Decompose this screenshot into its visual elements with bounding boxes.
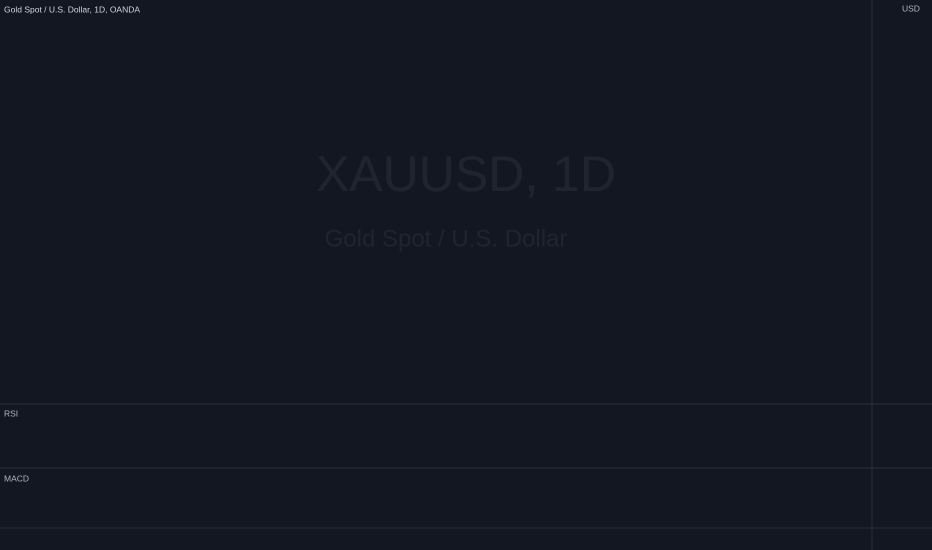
watermark-symbol: XAUUSD, 1D [316,146,616,202]
watermark-name: Gold Spot / U.S. Dollar [325,225,568,252]
symbol-title: Gold Spot / U.S. Dollar, 1D, OANDA [4,4,140,14]
currency: USD [902,3,920,13]
pane-title: RSI [4,408,18,418]
pane-title: MACD [4,473,29,483]
